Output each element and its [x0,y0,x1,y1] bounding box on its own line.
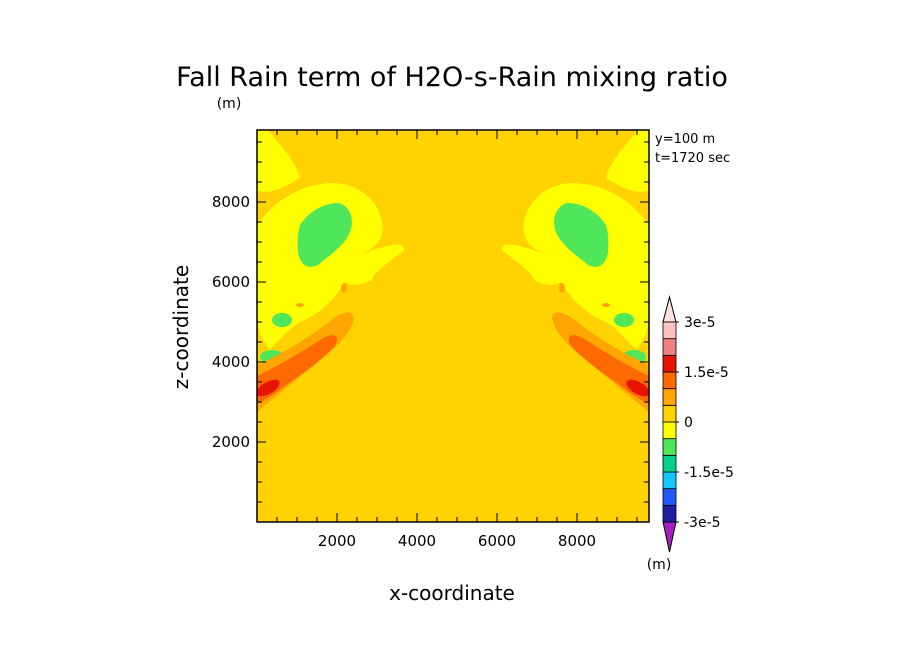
y-tick-label: 8000 [212,193,250,211]
colorbar-label: -3e-5 [684,515,721,531]
y-tick-label: 2000 [212,433,250,451]
left-green-blob-1 [272,313,292,327]
annotation-y: y=100 m [655,132,715,147]
left-yellow-tongue [257,182,405,350]
colorbar-units: (m) [647,557,672,573]
x-tick-label: 6000 [478,532,516,550]
colorbar-label: -1.5e-5 [684,465,734,481]
colorbar-swatch [662,421,677,440]
colorbar-swatch [662,404,677,423]
left-green-tongue [297,203,352,267]
plot-frame [256,129,650,523]
colorbar [662,295,677,553]
colorbar-swatch [662,388,677,406]
left-yellow-top [257,130,300,192]
colorbar-swatch [662,488,677,506]
right-yellow-top [606,130,649,192]
left-red-maximum [257,379,280,397]
y-axis-label: z-coordinate [169,265,193,389]
colorbar-swatch [662,371,677,390]
colorbar-swatch [662,438,677,456]
right-features [501,130,649,412]
y-tick-label: 4000 [212,353,250,371]
left-orange-dot-2 [296,303,304,307]
annotation-t: t=1720 sec [655,151,730,166]
x-tick-label: 4000 [398,532,436,550]
colorbar-swatch [662,338,677,356]
colorbar-labels: 3e-5 1.5e-5 0 -1.5e-5 -3e-5 [676,315,734,531]
x-tick-label: 2000 [318,532,356,550]
right-orange-dot-2 [602,303,610,307]
colorbar-label: 1.5e-5 [684,365,729,381]
right-green-blob-1 [614,313,634,327]
plot-area [257,130,649,522]
colorbar-top-triangle [662,295,677,323]
title-units: (m) [217,96,242,112]
right-yellow-tongue [501,182,649,350]
colorbar-swatch [662,471,677,490]
right-green-tongue [554,203,609,267]
colorbar-swatch [662,454,677,473]
right-orange-dot [559,283,565,293]
left-features [257,130,405,412]
x-axis: 2000 4000 6000 8000 [276,130,638,550]
colorbar-swatch [662,321,677,340]
y-axis: 2000 4000 6000 8000 [212,141,649,503]
colorbar-label: 0 [684,415,693,431]
y-tick-label: 6000 [212,273,250,291]
colorbar-label: 3e-5 [684,315,715,331]
x-axis-label: x-coordinate [389,581,515,605]
colorbar-swatch [662,354,677,373]
chart-title: Fall Rain term of H2O-s-Rain mixing rati… [176,62,728,93]
right-red-maximum [626,379,649,397]
x-tick-label: 8000 [558,532,596,550]
colorbar-bottom-triangle [662,521,677,553]
left-orange-dot [341,283,347,293]
colorbar-swatch [662,504,677,523]
